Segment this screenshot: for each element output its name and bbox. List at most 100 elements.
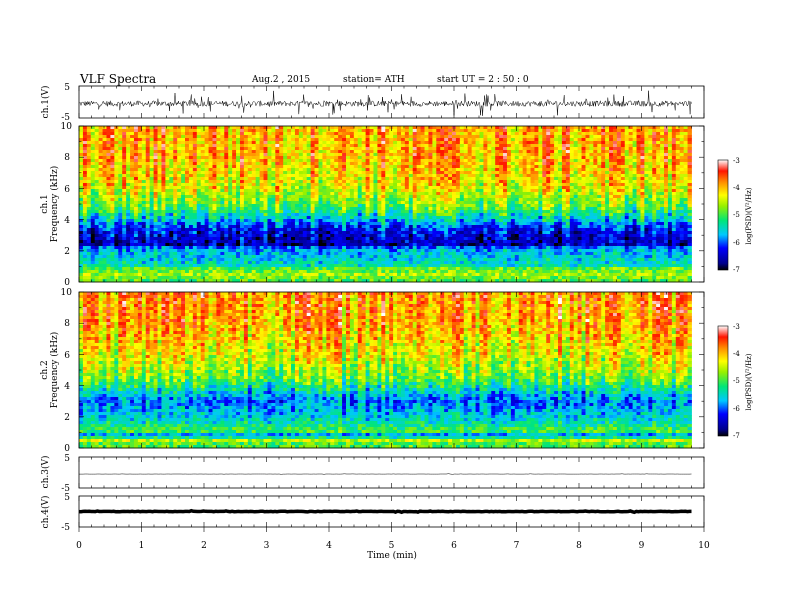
- ch1-spectrogram-cell: [345, 213, 351, 217]
- ch1-spectrogram-cell: [291, 210, 296, 214]
- ch1-spectrogram-cell: [616, 165, 622, 169]
- ch1-spectrogram-cell: [597, 177, 602, 181]
- ch1-spectrogram-cell: [475, 168, 480, 172]
- ch1-spectrogram-cell: [393, 144, 398, 148]
- ch1-spectrogram-cell: [310, 165, 315, 169]
- ch1-spectrogram-cell: [636, 129, 641, 133]
- ch1-spectrogram-cell: [644, 210, 649, 214]
- ch1-spectrogram-cell: [589, 168, 594, 172]
- ch1-spectrogram-cell: [601, 153, 606, 157]
- ch1-spectrogram-cell: [455, 159, 461, 163]
- ch1-spectrogram-cell: [314, 150, 319, 154]
- ch1-spectrogram-cell: [259, 171, 264, 175]
- ch1-spectrogram-cell: [98, 183, 103, 187]
- ch1-spectrogram-cell: [314, 213, 319, 217]
- ch1-spectrogram-cell: [393, 183, 398, 187]
- ch1-spectrogram-cell: [314, 216, 319, 220]
- ch1-spectrogram-cell: [628, 204, 634, 208]
- ch1-spectrogram-cell: [499, 162, 504, 166]
- ch1-spectrogram-cell: [664, 186, 669, 190]
- ch1-spectrogram-cell: [518, 174, 524, 178]
- ch1-spectrogram-cell: [349, 162, 355, 166]
- ch1-spectrogram-cell: [448, 159, 453, 163]
- ch1-spectrogram-cell: [569, 210, 575, 214]
- ch1-spectrogram-cell: [664, 189, 669, 193]
- ch1-spectrogram-cell: [94, 162, 100, 166]
- ch1-spectrogram-cell: [534, 174, 539, 178]
- ch1-spectrogram-cell: [589, 219, 594, 223]
- ch1-spectrogram-cell: [573, 177, 579, 181]
- ch1-spectrogram-cell: [459, 216, 465, 220]
- ch1-spectrogram-cell: [377, 198, 382, 202]
- ch1-spectrogram-cell: [514, 213, 520, 217]
- ch1-spectrogram-cell: [632, 195, 637, 199]
- ch1-spectrogram-cell: [188, 147, 194, 151]
- ch1-spectrogram-cell: [181, 186, 186, 190]
- ch1-spectrogram-cell: [173, 213, 178, 217]
- ch1-spectrogram-cell: [157, 204, 162, 208]
- ch1-spectrogram-cell: [581, 183, 586, 187]
- ch1-spectrogram-cell: [397, 198, 402, 202]
- ch1-spectrogram-cell: [90, 141, 96, 145]
- ch1-spectrogram-cell: [664, 135, 669, 139]
- ch1-spectrogram-cell: [357, 186, 363, 190]
- ch1-spectrogram-cell: [94, 183, 100, 187]
- ch1-spectrogram-cell: [133, 153, 139, 157]
- ch1-spectrogram-cell: [581, 153, 586, 157]
- ch1-spectrogram-cell: [475, 177, 480, 181]
- ch1-spectrogram-cell: [224, 132, 229, 136]
- ch1-spectrogram-cell: [640, 171, 645, 175]
- ch1-spectrogram-cell: [389, 135, 394, 139]
- ch1-spectrogram-cell: [585, 180, 590, 184]
- ch1-spectrogram-cell: [593, 132, 598, 136]
- ch1-spectrogram-cell: [506, 174, 512, 178]
- ch1-spectrogram-cell: [503, 180, 508, 184]
- ch1-spectrogram-cell: [593, 195, 598, 199]
- ch1-spectrogram-cell: [126, 144, 131, 148]
- ch1-spectrogram-cell: [620, 216, 626, 220]
- ch1-spectrogram-cell: [345, 162, 351, 166]
- ch1-spectrogram-cell: [479, 216, 484, 220]
- ch1-spectrogram-cell: [675, 210, 681, 214]
- ch1-spectrogram-cell: [212, 159, 217, 163]
- ch1-spectrogram-cell: [94, 216, 100, 220]
- ch1-spectrogram-cell: [353, 126, 359, 130]
- ch1-spectrogram-cell: [153, 147, 158, 151]
- ch1-spectrogram-cell: [440, 201, 445, 205]
- ch1-spectrogram-cell: [247, 144, 253, 148]
- ch1-spectrogram-cell: [487, 189, 492, 193]
- ch1-spectrogram-cell: [114, 132, 119, 136]
- ch1-spectrogram-cell: [192, 201, 198, 205]
- ch1-spectrogram-cell: [656, 141, 661, 145]
- ch1-spectrogram-cell: [510, 174, 516, 178]
- ch1-spectrogram-cell: [334, 162, 339, 166]
- ch1-spectrogram-cell: [385, 159, 390, 163]
- ch1-spectrogram-cell: [585, 129, 590, 133]
- ch1-spectrogram-cell: [145, 195, 151, 199]
- ch1-spectrogram-cell: [137, 153, 143, 157]
- ch1-spectrogram-cell: [185, 171, 190, 175]
- ch1-spectrogram-cell: [687, 171, 692, 175]
- ch1-spectrogram-cell: [334, 219, 339, 223]
- ch1-spectrogram-cell: [369, 150, 374, 154]
- ch1-spectrogram-cell: [177, 168, 182, 172]
- ch1-spectrogram-cell: [141, 144, 147, 148]
- ch1-spectrogram-cell: [196, 195, 202, 199]
- ch1-spectrogram-cell: [86, 129, 92, 133]
- ch1-spectrogram-cell: [271, 165, 276, 169]
- ch1-spectrogram-cell: [310, 147, 315, 151]
- ch1-spectrogram-cell: [554, 165, 559, 169]
- ch1-spectrogram-cell: [334, 141, 339, 145]
- ch1-spectrogram-cell: [491, 186, 496, 190]
- ch1-spectrogram-cell: [361, 150, 367, 154]
- ch1-spectrogram-cell: [330, 132, 335, 136]
- ch1-spectrogram-cell: [687, 144, 692, 148]
- ch1-spectrogram-cell: [597, 180, 602, 184]
- ch1-spectrogram-cell: [589, 135, 594, 139]
- ch1-spectrogram-cell: [452, 147, 457, 151]
- ch1-spectrogram-cell: [259, 192, 264, 196]
- ch1-spectrogram-cell: [503, 129, 508, 133]
- ch1-spectrogram-cell: [558, 216, 563, 220]
- ch1-spectrogram-cell: [165, 147, 170, 151]
- ch1-spectrogram-cell: [687, 162, 692, 166]
